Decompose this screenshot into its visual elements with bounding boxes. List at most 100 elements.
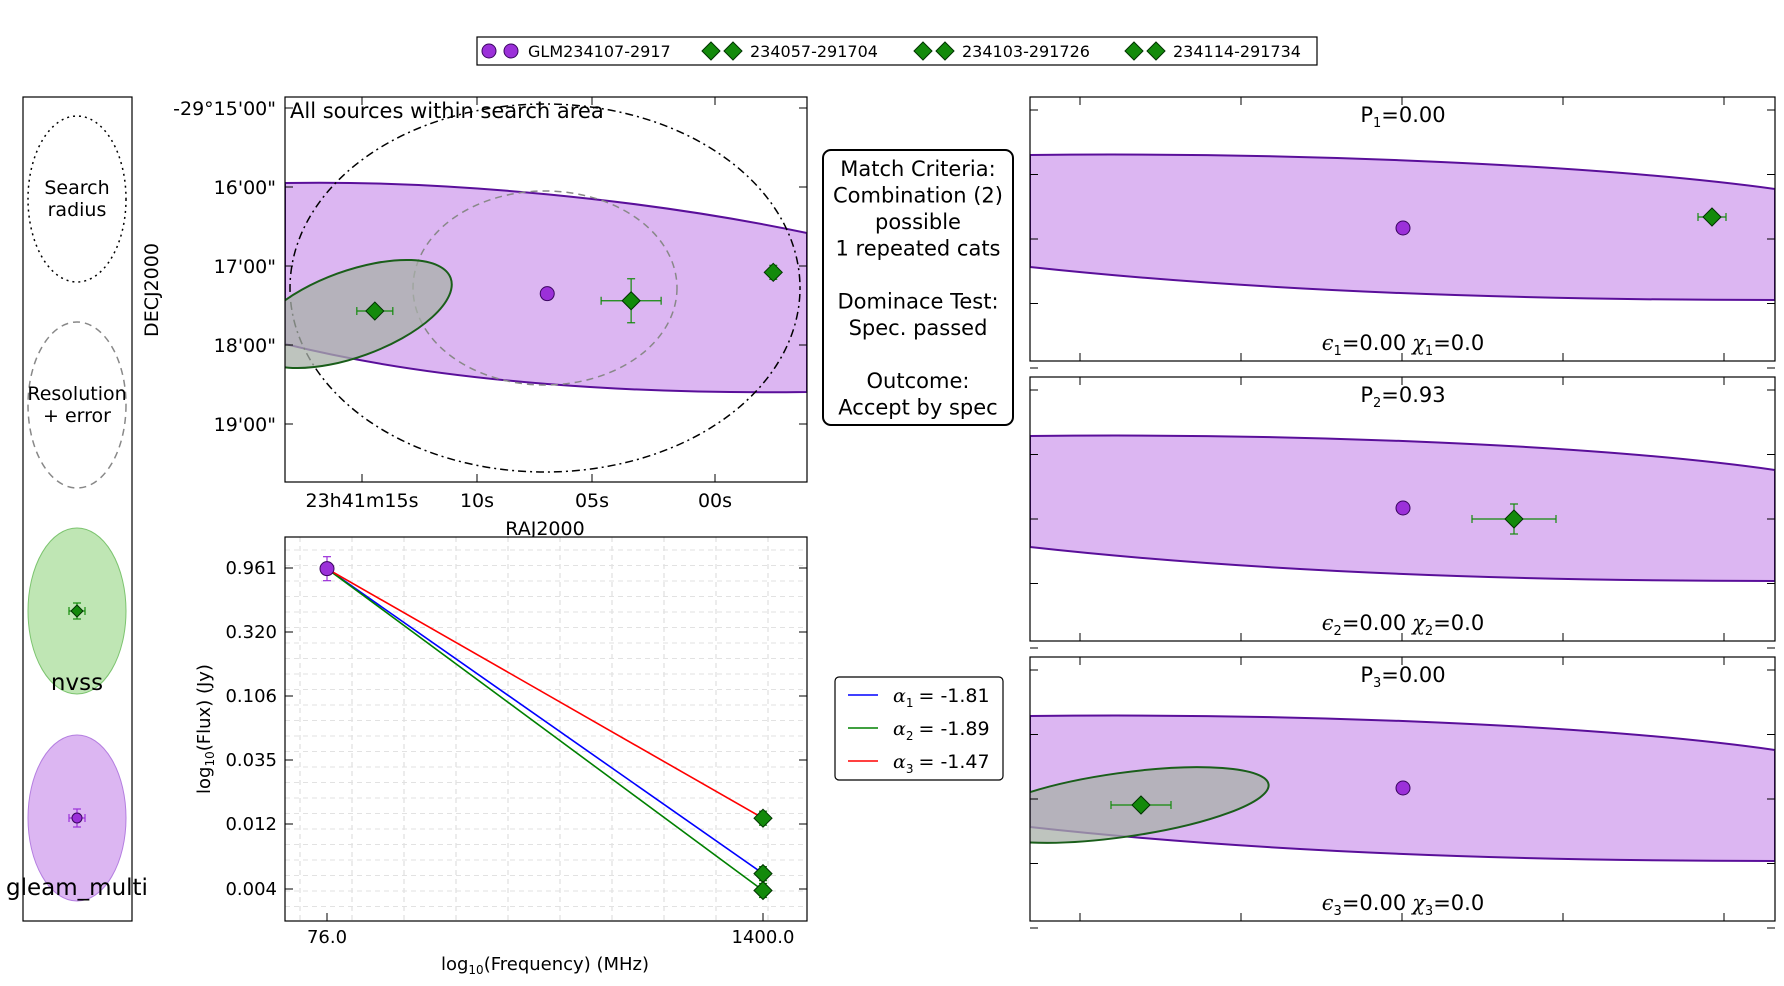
spectrum-y-tick-label: 0.012 [225,814,277,835]
sky-nvss-point [365,301,385,321]
legend-marker-diamond [913,41,933,61]
spectral-index-line-1 [326,568,764,875]
top-legend-label: GLM234107-2917 [528,42,671,61]
sky-plot: 23h41m15s 10s 05s 00s -29°15'00" 16'00" 17'00"… [141,96,808,540]
alpha-legend-frame [834,676,1004,781]
sky-y-tick-label: 19'00" [214,414,276,436]
combination-panel-3 [1029,656,1776,922]
spectral-index-line-2 [326,568,764,892]
spectrum-y-tick-label: 0.106 [225,686,277,707]
top-legend: GLM234107-2917 234057-291704 234103-291726… [476,36,1318,66]
sky-search-circle [289,103,801,473]
panel-probability-label: P3=0.00 [1360,663,1445,691]
resolution-label-line1: Resolution [27,383,126,405]
sky-gleam-point [539,286,555,302]
alpha-legend: α1 = -1.81 α2 = -1.89 α3 = -1.47 [834,676,1004,781]
search-label-line1: Search [44,177,109,199]
alpha-legend-label: α3 = -1.47 [893,751,990,776]
sky-x-tick-label: 00s [698,490,732,512]
top-legend-item: 234114-291734 [1124,41,1301,61]
nvss-key-label: nvss [51,670,103,696]
panel-error-chi-label: ϵ2=0.00 χ2=0.0 [1322,611,1484,639]
criteria-line: Outcome: [867,369,970,393]
panel1-gleam-point [1395,220,1411,236]
search-label-line2: radius [48,199,107,221]
spectrum-x-tick-label: 1400.0 [732,927,795,948]
sky-ylabel: DECJ2000 [141,243,163,337]
spectrum-y-tick-label: 0.320 [225,622,277,643]
gleam-key-circle [71,812,83,824]
probability-panels: P1=0.00 ϵ1=0.00 χ1=0.0 P2=0.93 ϵ2=0.00 χ2=0.0… [1029,96,1776,929]
sky-plot-title: All sources within search area [290,99,604,123]
criteria-line: Accept by spec [838,396,997,420]
resolution-error-ellipse [27,321,127,489]
sky-nvss-ellipse [285,258,453,370]
top-legend-label: 234103-291726 [962,42,1090,61]
panel-error-chi-label: ϵ3=0.00 χ3=0.0 [1322,891,1484,919]
sky-x-tick-label: 23h41m15s [306,490,419,512]
spectrum-plot-frame [284,536,808,922]
criteria-line: 1 repeated cats [836,237,1001,261]
spectrum-y-tick-label: 0.961 [225,558,277,579]
gleam-key-label: gleam_multi [6,875,148,901]
sky-plot-frame [284,96,808,483]
panel2-nvss-point [1504,509,1524,529]
panel-error-chi-label: ϵ1=0.00 χ1=0.0 [1322,331,1484,359]
sky-y-tick-label: 17'00" [214,256,276,278]
spectrum-y-tick-label: 0.035 [225,750,277,771]
sky-y-tick-label: 16'00" [214,177,276,199]
criteria-line: Combination (2) [833,184,1003,208]
panel3-gleam-point [1395,780,1411,796]
panel-probability-label: P1=0.00 [1360,103,1445,131]
gleam-key-marker [68,808,86,828]
panel-probability-label: P2=0.93 [1360,383,1445,411]
alpha-legend-item: α2 = -1.89 [848,718,990,743]
sky-y-tick-label: 18'00" [214,335,276,357]
sky-xlabel: RAJ2000 [505,518,584,540]
spectrum-x-tick-label: 76.0 [307,927,347,948]
top-legend-item: 234057-291704 [701,41,878,61]
top-legend-frame [476,36,1318,66]
spectrum-y-tick-label: 0.004 [225,879,277,900]
sky-x-tick-label: 10s [460,490,494,512]
nvss-flux-point [753,808,773,828]
sky-nvss-point [621,291,641,311]
legend-marker-circle [481,43,497,59]
alpha-legend-label: α2 = -1.89 [893,718,990,743]
top-legend-item: 234103-291726 [913,41,1090,61]
spectrum-ylabel: log10(Flux) (Jy) [194,664,217,794]
alpha-legend-label: α1 = -1.81 [893,685,990,710]
top-legend-label: 234114-291734 [1173,42,1301,61]
sky-y-tick-label: -29°15'00" [173,98,276,120]
legend-marker-diamond [1146,41,1166,61]
legend-marker-diamond [935,41,955,61]
nvss-key-marker [68,602,86,620]
resolution-label-line2: + error [43,405,111,427]
legend-marker-diamond [1124,41,1144,61]
criteria-box-frame [822,149,1014,426]
criteria-line: possible [875,210,961,234]
criteria-line: Match Criteria: [840,157,995,181]
sky-nvss-point [763,262,783,283]
panel2-gleam-point [1395,500,1411,516]
criteria-line: Dominace Test: [837,290,998,314]
criteria-line: Spec. passed [849,316,988,340]
legend-marker-diamond [723,41,743,61]
match-criteria-box: Match Criteria: Combination (2)possible 1 … [822,149,1014,426]
sky-x-tick-label: 05s [575,490,609,512]
spectral-index-line-3 [326,567,764,819]
nvss-key-diamond [70,604,84,618]
gleam-flux-point [319,561,335,577]
key-panel: Search radius Resolution + error nvss gl… [6,96,148,922]
alpha-legend-item: α1 = -1.81 [848,685,990,710]
panel3-nvss-point [1131,795,1151,815]
legend-marker-circle [503,43,519,59]
panel1-nvss-point [1702,207,1722,227]
spectrum-plot: 76.0 1400.0 0.961 0.320 0.106 0.035 0.012 0.004… [194,536,808,977]
top-legend-item: GLM234107-2917 [481,42,671,61]
top-legend-label: 234057-291704 [750,42,878,61]
spectrum-xlabel: log10(Frequency) (MHz) [441,954,649,977]
alpha-legend-item: α3 = -1.47 [848,751,990,776]
legend-marker-diamond [701,41,721,61]
